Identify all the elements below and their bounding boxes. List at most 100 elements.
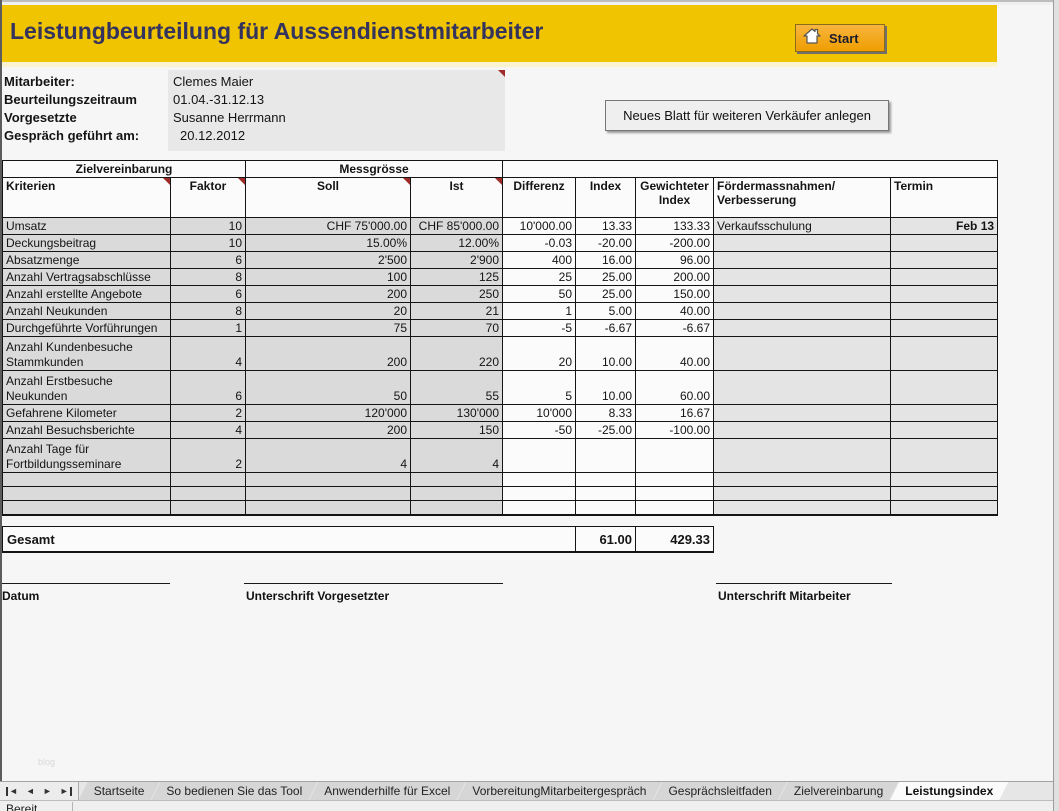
cell-differenz[interactable] (502, 486, 577, 501)
cell-ist[interactable]: 4 (410, 438, 504, 473)
cell-differenz[interactable]: -0.03 (502, 234, 577, 252)
cell-differenz[interactable]: 10'000 (502, 404, 577, 422)
cell-kriterien[interactable]: Anzahl Neukunden (2, 302, 171, 320)
cell-termin[interactable] (890, 234, 999, 252)
cell-soll[interactable]: 20 (245, 302, 412, 320)
cell-soll[interactable] (245, 486, 412, 501)
cell-kriterien[interactable] (2, 486, 171, 501)
cell-differenz[interactable]: -5 (502, 319, 577, 337)
cell-differenz[interactable]: 10'000.00 (502, 217, 577, 235)
cell-kriterien[interactable]: Anzahl Kundenbesuche Stammkunden (2, 336, 171, 371)
cell-termin[interactable] (890, 370, 999, 405)
cell-gewindex[interactable] (635, 500, 715, 516)
cell-faktor[interactable]: 10 (169, 217, 247, 235)
cell-massnahmen[interactable] (713, 438, 892, 473)
cell-index[interactable]: 10.00 (575, 370, 637, 405)
tab-anwenderhilfe-fuer-excel[interactable]: Anwenderhilfe für Excel (309, 782, 465, 800)
cell-ist[interactable]: 2'900 (410, 251, 504, 269)
cell-index[interactable] (575, 486, 637, 501)
cell-massnahmen[interactable] (713, 319, 892, 337)
cell-massnahmen[interactable] (713, 404, 892, 422)
cell-faktor[interactable]: 2 (169, 404, 247, 422)
cell-faktor[interactable] (169, 500, 247, 516)
cell-gewindex[interactable] (635, 486, 715, 501)
cell-gewindex[interactable]: 133.33 (635, 217, 715, 235)
cell-ist[interactable] (410, 486, 504, 501)
cell-kriterien[interactable]: Umsatz (2, 217, 171, 235)
cell-gewindex[interactable]: -100.00 (635, 421, 715, 439)
cell-faktor[interactable] (169, 486, 247, 501)
cell-faktor[interactable]: 2 (169, 438, 247, 473)
cell-soll[interactable]: CHF 75'000.00 (245, 217, 412, 235)
cell-termin[interactable] (890, 268, 999, 286)
cell-ist[interactable]: CHF 85'000.00 (410, 217, 504, 235)
cell-ist[interactable] (410, 500, 504, 516)
cell-ist[interactable]: 250 (410, 285, 504, 303)
cell-index[interactable]: 25.00 (575, 268, 637, 286)
cell-index[interactable]: 16.00 (575, 251, 637, 269)
first-sheet-icon[interactable]: ◄ (6, 786, 18, 796)
cell-kriterien[interactable]: Gefahrene Kilometer (2, 404, 171, 422)
cell-termin[interactable] (890, 319, 999, 337)
prev-sheet-icon[interactable]: ◄ (25, 785, 35, 796)
cell-kriterien[interactable]: Anzahl Erstbesuche Neukunden (2, 370, 171, 405)
cell-ist[interactable]: 125 (410, 268, 504, 286)
cell-index[interactable]: 8.33 (575, 404, 637, 422)
cell-differenz[interactable]: -50 (502, 421, 577, 439)
cell-index[interactable]: 13.33 (575, 217, 637, 235)
cell-soll[interactable] (245, 500, 412, 516)
cell-soll[interactable]: 4 (245, 438, 412, 473)
cell-soll[interactable]: 2'500 (245, 251, 412, 269)
tab-startseite[interactable]: Startseite (79, 782, 160, 800)
cell-differenz[interactable] (502, 472, 577, 487)
cell-kriterien[interactable]: Anzahl Tage für Fortbildungsseminare (2, 438, 171, 473)
cell-differenz[interactable]: 5 (502, 370, 577, 405)
cell-index[interactable]: -20.00 (575, 234, 637, 252)
tab-vorbereitung-mitarbeitergespraech[interactable]: VorbereitungMitarbeitergespräch (457, 782, 661, 800)
tab-leistungsindex[interactable]: Leistungsindex (890, 782, 1008, 800)
zeitraum-value[interactable]: 01.04.-31.12.13 (173, 92, 265, 107)
cell-termin[interactable] (890, 404, 999, 422)
cell-soll[interactable] (245, 472, 412, 487)
tab-so-bedienen-sie-das-tool[interactable]: So bedienen Sie das Tool (151, 782, 317, 800)
cell-ist[interactable]: 150 (410, 421, 504, 439)
cell-termin[interactable] (890, 251, 999, 269)
cell-soll[interactable]: 100 (245, 268, 412, 286)
cell-soll[interactable]: 200 (245, 421, 412, 439)
cell-differenz[interactable]: 20 (502, 336, 577, 371)
cell-kriterien[interactable]: Durchgeführte Vorführungen (2, 319, 171, 337)
last-sheet-icon[interactable]: ► (60, 786, 72, 796)
cell-differenz[interactable] (502, 438, 577, 473)
cell-gewindex[interactable]: 150.00 (635, 285, 715, 303)
cell-ist[interactable]: 130'000 (410, 404, 504, 422)
vertical-scrollbar[interactable] (1053, 0, 1059, 811)
cell-ist[interactable]: 55 (410, 370, 504, 405)
tab-gespraechsleitfaden[interactable]: Gesprächsleitfaden (653, 782, 786, 800)
cell-kriterien[interactable] (2, 500, 171, 516)
cell-differenz[interactable]: 1 (502, 302, 577, 320)
cell-faktor[interactable]: 6 (169, 251, 247, 269)
cell-gewindex[interactable] (635, 438, 715, 473)
cell-kriterien[interactable] (2, 472, 171, 487)
cell-faktor[interactable]: 4 (169, 336, 247, 371)
cell-termin[interactable] (890, 421, 999, 439)
next-sheet-icon[interactable]: ► (42, 785, 52, 796)
cell-termin[interactable] (890, 500, 999, 516)
cell-termin[interactable] (890, 336, 999, 371)
cell-faktor[interactable]: 10 (169, 234, 247, 252)
tab-zielvereinbarung[interactable]: Zielvereinbarung (779, 782, 898, 800)
cell-massnahmen[interactable] (713, 302, 892, 320)
cell-faktor[interactable]: 8 (169, 302, 247, 320)
cell-soll[interactable]: 120'000 (245, 404, 412, 422)
cell-faktor[interactable]: 6 (169, 370, 247, 405)
cell-termin[interactable] (890, 302, 999, 320)
cell-index[interactable] (575, 438, 637, 473)
cell-massnahmen[interactable] (713, 370, 892, 405)
cell-faktor[interactable]: 4 (169, 421, 247, 439)
cell-massnahmen[interactable] (713, 486, 892, 501)
cell-kriterien[interactable]: Anzahl erstellte Angebote (2, 285, 171, 303)
cell-termin[interactable] (890, 438, 999, 473)
cell-massnahmen[interactable] (713, 472, 892, 487)
cell-massnahmen[interactable] (713, 336, 892, 371)
cell-massnahmen[interactable] (713, 251, 892, 269)
